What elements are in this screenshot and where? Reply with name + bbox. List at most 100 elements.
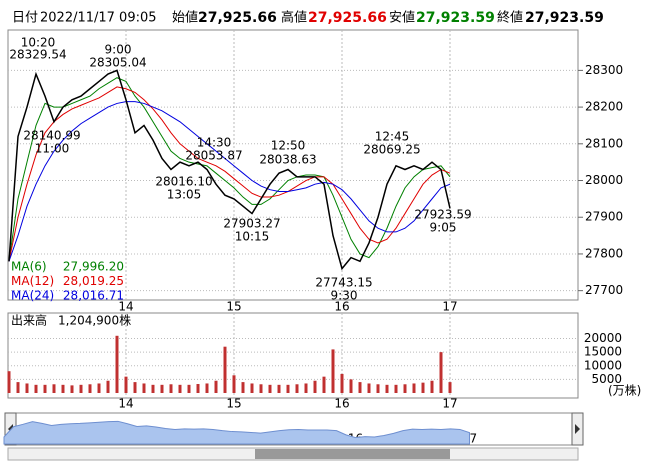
annotation-price: 28069.25 bbox=[363, 143, 420, 157]
volume-bar bbox=[97, 383, 101, 393]
annotation-price: 28329.54 bbox=[9, 48, 66, 62]
nav-right-arrow bbox=[575, 424, 580, 434]
low: 27,923.59 bbox=[416, 10, 495, 26]
legend-name: MA(12) bbox=[11, 274, 54, 288]
volume-bar bbox=[223, 346, 227, 393]
volume-bar bbox=[304, 383, 308, 393]
annotation-time: 12:50 bbox=[271, 139, 306, 153]
x-tick-label: 16 bbox=[334, 300, 349, 314]
volume-bar bbox=[403, 384, 407, 393]
volume-bar bbox=[115, 335, 119, 393]
y-tick-label: 10000 bbox=[584, 358, 622, 372]
volume-bar bbox=[385, 384, 389, 393]
volume-bar bbox=[214, 380, 218, 393]
open-label: 始値 bbox=[172, 10, 198, 26]
annotation-time: 13:05 bbox=[167, 188, 202, 202]
ma-line bbox=[8, 86, 451, 262]
volume-bar bbox=[358, 382, 362, 393]
annotation-price: 28305.04 bbox=[89, 56, 146, 70]
annotation-price: 27923.59 bbox=[414, 208, 471, 222]
legend-value: 27,996.20 bbox=[63, 260, 124, 274]
legend-value: 28,016.71 bbox=[63, 289, 124, 303]
volume-bar bbox=[142, 383, 146, 393]
date: 2022/11/17 09:05 bbox=[40, 11, 157, 26]
ma-line bbox=[8, 101, 451, 262]
volume-bar bbox=[7, 371, 11, 393]
y-tick-label: 20000 bbox=[584, 331, 622, 345]
ma-line bbox=[8, 77, 451, 262]
volume-bar bbox=[133, 382, 137, 393]
volume-bar bbox=[25, 383, 29, 393]
x-tick-label: 15 bbox=[226, 300, 241, 314]
annotation-time: 9:00 bbox=[105, 43, 132, 57]
y-tick-label: 28000 bbox=[585, 173, 623, 187]
volume-bar bbox=[448, 382, 452, 393]
y-tick-label: 27700 bbox=[585, 283, 623, 297]
annotation-price: 28038.63 bbox=[259, 153, 316, 167]
y-tick-label: 15000 bbox=[584, 345, 622, 359]
annotation-price: 27903.27 bbox=[223, 217, 280, 231]
volume-bar bbox=[295, 384, 299, 393]
volume-bar bbox=[232, 375, 236, 393]
volume-bar bbox=[34, 384, 38, 393]
legend-value: 28,019.25 bbox=[63, 274, 124, 288]
volume-bar bbox=[259, 384, 263, 393]
y-tick-label: 27900 bbox=[585, 210, 623, 224]
volume-bar bbox=[241, 382, 245, 393]
volume-bar bbox=[79, 384, 83, 393]
volume-bar bbox=[43, 384, 47, 393]
volume-bar bbox=[286, 384, 290, 393]
annotation-time: 9:30 bbox=[331, 289, 358, 303]
volume-bar bbox=[187, 384, 191, 393]
close: 27,923.59 bbox=[525, 10, 604, 26]
volume-bar bbox=[340, 373, 344, 393]
volume-bar bbox=[70, 385, 74, 393]
volume-bar bbox=[16, 382, 20, 393]
price-panel bbox=[7, 29, 579, 301]
scroll-thumb[interactable] bbox=[255, 449, 450, 459]
nav-area bbox=[3, 420, 470, 445]
volume-panel bbox=[7, 312, 579, 399]
volume-bar bbox=[322, 376, 326, 393]
annotation-time: 10:15 bbox=[235, 230, 270, 244]
volume-bar bbox=[196, 384, 200, 393]
volume-bar bbox=[178, 384, 182, 393]
annotation-time: 9:05 bbox=[430, 221, 457, 235]
annotation-price: 28140.99 bbox=[23, 129, 80, 143]
x-tick-label: 16 bbox=[334, 397, 349, 411]
volume-bar bbox=[412, 383, 416, 393]
volume-title: 出来高 bbox=[11, 313, 47, 328]
volume-bar bbox=[151, 384, 155, 393]
legend-name: MA(6) bbox=[11, 260, 47, 274]
volume-bar bbox=[88, 384, 92, 393]
volume-bar bbox=[52, 384, 56, 393]
volume-bar bbox=[349, 379, 353, 393]
close-label: 終値 bbox=[497, 10, 523, 26]
volume-bar bbox=[367, 383, 371, 393]
volume-bar bbox=[421, 382, 425, 393]
y-tick-label: 28300 bbox=[585, 63, 623, 77]
volume-bar bbox=[169, 384, 173, 393]
annotation-time: 12:45 bbox=[375, 130, 410, 144]
y-tick-label: 28100 bbox=[585, 136, 623, 150]
annotation-price: 28053.87 bbox=[185, 149, 242, 163]
y-tick-label: 28200 bbox=[585, 100, 623, 114]
volume-unit: (万株) bbox=[608, 383, 641, 398]
volume-bar bbox=[160, 384, 164, 393]
volume-bar bbox=[106, 380, 110, 393]
volume-bar bbox=[376, 384, 380, 393]
price-line bbox=[8, 69, 451, 271]
volume-bar bbox=[394, 384, 398, 393]
volume-bar bbox=[268, 384, 272, 393]
annotation-time: 10:20 bbox=[21, 36, 56, 50]
annotation-time: 11:00 bbox=[35, 142, 70, 156]
volume-bar bbox=[313, 380, 317, 393]
low-label: 安値 bbox=[389, 10, 415, 26]
x-tick-label: 14 bbox=[118, 300, 133, 314]
y-tick-label: 5000 bbox=[591, 372, 622, 386]
high: 27,925.66 bbox=[308, 10, 387, 26]
volume-bar bbox=[61, 384, 65, 393]
volume-bar bbox=[439, 352, 443, 393]
x-tick-label: 17 bbox=[442, 300, 457, 314]
